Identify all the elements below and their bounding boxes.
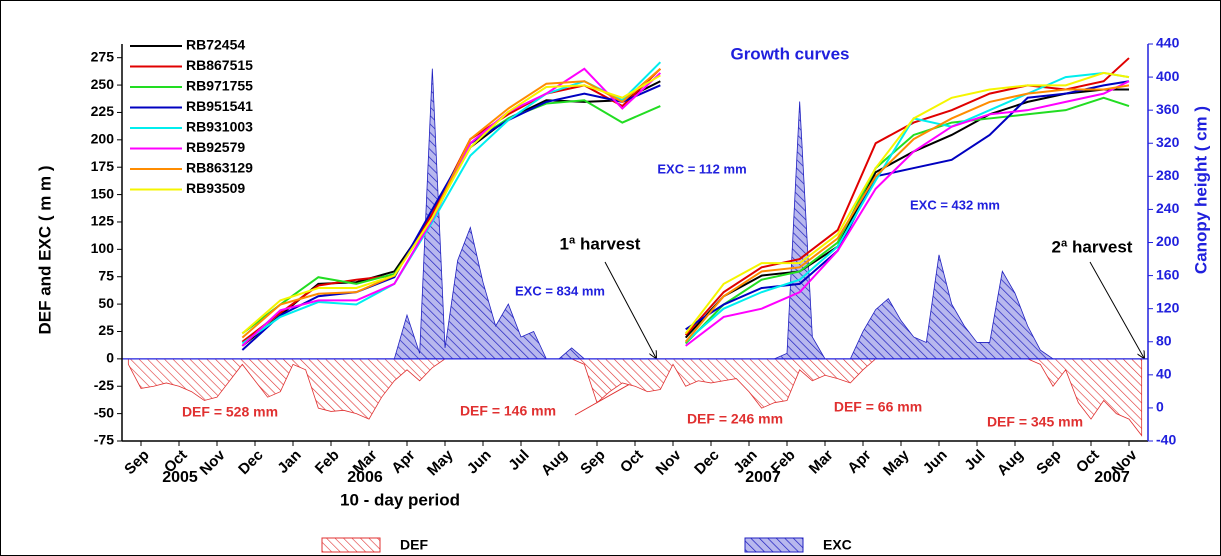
x-tick-label: Dec <box>691 447 722 478</box>
y-tick-label: 175 <box>91 158 115 174</box>
y-tick-label: 0 <box>106 350 114 366</box>
y2-tick-label: 400 <box>1156 68 1180 84</box>
x-tick-label: Mar <box>806 447 837 478</box>
x-tick-label: Jan <box>274 447 304 477</box>
y-tick-label: 75 <box>98 267 114 283</box>
annotation: DEF = 345 mm <box>987 414 1083 430</box>
y2-tick-label: 280 <box>1156 167 1180 183</box>
y-axis-label: DEF and EXC ( m m ) <box>35 165 54 334</box>
x-tick-label: Nov <box>653 446 686 479</box>
annotation: DEF = 246 mm <box>687 411 783 427</box>
y-tick-label: 225 <box>91 103 115 119</box>
x-tick-label: Aug <box>994 447 1027 480</box>
x-tick-label: Apr <box>388 447 418 477</box>
annotation: DEF = 528 mm <box>182 404 278 420</box>
annotation: EXC = 834 mm <box>515 283 605 298</box>
annotation: 2007 <box>1094 469 1130 486</box>
legend-swatch <box>744 537 804 553</box>
legend-label: RB72454 <box>186 37 245 53</box>
y2-tick-label: 240 <box>1156 200 1180 216</box>
annotation: 2ª harvest <box>1052 237 1133 256</box>
x-tick-label: May <box>880 446 913 479</box>
x-tick-label: Oct <box>617 447 647 477</box>
x-tick-label: Jul <box>961 447 988 474</box>
legend-label: RB92579 <box>186 139 245 155</box>
y2-axis-label: Canopy height ( cm ) <box>1191 106 1210 274</box>
line <box>241 68 1130 343</box>
y2-tick-label: 160 <box>1156 266 1180 282</box>
legend-label: DEF <box>400 537 428 553</box>
legend-label: RB93509 <box>186 180 245 196</box>
legend-label: RB863129 <box>186 160 253 176</box>
y-tick-label: 250 <box>91 76 115 92</box>
y-tick-label: 150 <box>91 185 115 201</box>
y2-tick-label: 40 <box>1156 366 1172 382</box>
legend-label: RB867515 <box>186 57 253 73</box>
x-tick-label: Jul <box>505 447 532 474</box>
annotation: 2005 <box>162 469 198 486</box>
y2-tick-label: 320 <box>1156 134 1180 150</box>
annotation: 2007 <box>745 469 781 486</box>
y-tick-label: 200 <box>91 131 115 147</box>
annotation: EXC = 432 mm <box>910 197 1000 212</box>
y-tick-label: 25 <box>98 322 114 338</box>
y2-tick-label: 0 <box>1156 399 1164 415</box>
legend-label: RB931003 <box>186 119 253 135</box>
y-tick-label: 125 <box>91 213 115 229</box>
line <box>241 71 1130 335</box>
annotation: 2006 <box>347 469 383 486</box>
y-tick-label: -75 <box>94 432 114 448</box>
legend-label: RB951541 <box>186 98 253 114</box>
x-tick-label: Sep <box>121 447 152 478</box>
annotation: EXC = 112 mm <box>657 161 746 176</box>
y2-tick-label: 440 <box>1156 35 1180 51</box>
y-tick-label: -50 <box>94 404 114 420</box>
x-axis-label: 10 - day period <box>340 490 460 509</box>
x-tick-label: Sep <box>577 447 608 478</box>
x-tick-label: Dec <box>235 447 266 478</box>
y2-tick-label: 200 <box>1156 233 1180 249</box>
x-tick-label: Feb <box>312 447 343 478</box>
x-tick-label: Sep <box>1033 447 1064 478</box>
y-tick-label: 100 <box>91 240 115 256</box>
harvest-arrow <box>1089 261 1144 358</box>
x-tick-label: Jun <box>464 447 495 478</box>
y-tick-label: -25 <box>94 377 114 393</box>
annotation: DEF = 146 mm <box>460 403 556 419</box>
annotation: DEF = 66 mm <box>834 399 922 415</box>
y2-tick-label: 360 <box>1156 101 1180 117</box>
y2-tick-label: 120 <box>1156 299 1180 315</box>
x-tick-label: May <box>424 446 457 479</box>
harvest-arrow <box>604 261 656 358</box>
legend-label: RB971755 <box>186 78 253 94</box>
x-tick-label: Aug <box>538 447 571 480</box>
y2-tick-label: -40 <box>1156 432 1176 448</box>
legend-label: EXC <box>823 537 852 553</box>
chart-title: Growth curves <box>730 44 849 63</box>
x-tick-label: Nov <box>197 446 230 479</box>
y2-tick-label: 80 <box>1156 332 1172 348</box>
y-tick-label: 275 <box>91 48 115 64</box>
x-tick-label: Jun <box>920 447 951 478</box>
x-tick-label: Apr <box>844 447 874 477</box>
y-tick-label: 50 <box>98 295 114 311</box>
legend-swatch <box>321 537 381 553</box>
annotation: 1ª harvest <box>560 234 641 253</box>
